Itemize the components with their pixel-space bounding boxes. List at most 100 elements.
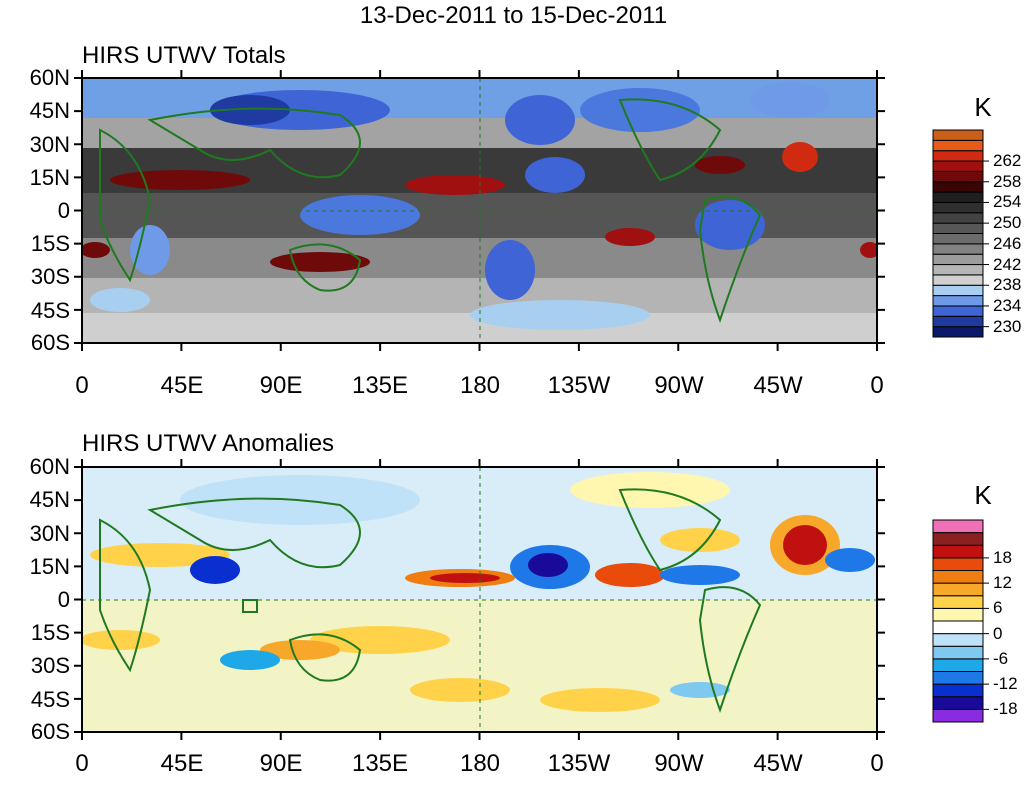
colorbar-segment — [932, 284, 984, 297]
colorbar-label: -6 — [993, 648, 1009, 668]
colorbar-segment — [932, 253, 984, 266]
lon-label: 45E — [160, 750, 204, 777]
colorbar-segment — [932, 315, 984, 328]
colorbar-segment — [932, 181, 984, 193]
lat-label: 45N — [29, 98, 70, 123]
lat-label: 45S — [30, 687, 70, 712]
lat-label: 45N — [29, 487, 70, 512]
totals-colorbar — [932, 129, 989, 338]
colorbar-segment — [932, 696, 984, 710]
lat-label: 0 — [57, 587, 70, 612]
colorbar-label: 250 — [993, 213, 1022, 233]
colorbar-segment — [932, 708, 984, 723]
colorbar-segment — [932, 570, 984, 584]
colorbar-segment — [932, 139, 984, 152]
colorbar-label: 6 — [993, 598, 1003, 618]
anomalies-field — [82, 467, 877, 732]
lat-label: 15N — [29, 554, 70, 579]
totals-field — [82, 78, 877, 343]
colorbar-segment — [932, 595, 984, 609]
colorbar-segment — [932, 633, 984, 647]
colorbar-label: 234 — [993, 295, 1022, 315]
colorbar-segment — [932, 150, 984, 162]
lon-label: 180 — [459, 372, 501, 399]
lat-label: 60S — [30, 719, 70, 744]
lat-label: 15S — [30, 620, 70, 645]
colorbar-segment — [932, 658, 984, 672]
colorbar-label: 258 — [993, 171, 1022, 191]
main-title: 13-Dec-2011 to 15-Dec-2011 — [359, 2, 668, 29]
lon-label: 0 — [75, 750, 89, 777]
colorbar-segment — [932, 233, 984, 245]
totals-tick-marks — [74, 70, 885, 351]
lat-label: 60N — [29, 454, 70, 479]
colorbar-segment — [932, 129, 984, 141]
lon-label: 0 — [870, 372, 884, 399]
colorbar-segment — [932, 326, 984, 338]
colorbar-segment — [932, 212, 984, 224]
colorbar-segment — [932, 519, 984, 534]
colorbar-segment — [932, 264, 984, 276]
lon-label: 0 — [870, 750, 884, 777]
panel-title-anomalies: HIRS UTWV Anomalies — [82, 430, 335, 457]
colorbar-segment — [932, 222, 984, 234]
colorbar-segment — [932, 532, 984, 546]
anomalies-colorbar-unit: K — [974, 480, 992, 510]
colorbar-segment — [932, 191, 984, 203]
panel-title-totals: HIRS UTWV Totals — [82, 42, 286, 69]
colorbar-label: 246 — [993, 233, 1022, 253]
colorbar-label: 18 — [993, 547, 1012, 567]
lon-label: 45W — [753, 750, 803, 777]
colorbar-segment — [932, 620, 984, 635]
colorbar-segment — [932, 645, 984, 660]
lon-label: 180 — [459, 750, 501, 777]
colorbar-label: 262 — [993, 151, 1022, 171]
colorbar-label: -18 — [993, 699, 1018, 719]
colorbar-segment — [932, 305, 984, 317]
colorbar-label: 254 — [993, 192, 1022, 212]
lat-label: 60S — [30, 330, 70, 355]
lon-label: 135W — [547, 372, 611, 399]
colorbar-label: -12 — [993, 674, 1018, 694]
colorbar-segment — [932, 683, 984, 698]
colorbar-segment — [932, 170, 984, 183]
colorbar-label: 230 — [993, 316, 1022, 336]
lon-label: 90E — [259, 750, 303, 777]
colorbar-label: 242 — [993, 254, 1022, 274]
colorbar-segment — [932, 295, 984, 307]
lon-label: 0 — [75, 372, 89, 399]
colorbar-label: 12 — [993, 573, 1012, 593]
lon-label: 135E — [351, 372, 409, 399]
colorbar-segment — [932, 274, 984, 286]
colorbar-label: 238 — [993, 275, 1022, 295]
lat-label: 30S — [30, 264, 70, 289]
lat-label: 45S — [30, 298, 70, 323]
colorbar-segment — [932, 557, 984, 571]
anomalies-tick-marks — [74, 459, 885, 740]
totals-colorbar-unit: K — [974, 92, 992, 122]
colorbar-segment — [932, 671, 984, 685]
lon-label: 135W — [547, 750, 611, 777]
colorbar-segment — [932, 243, 984, 255]
colorbar-segment — [932, 160, 984, 172]
anomalies-colorbar — [932, 519, 989, 723]
colorbar-segment — [932, 544, 984, 559]
lat-label: 15S — [30, 231, 70, 256]
lon-label: 45W — [753, 372, 803, 399]
lat-label: 0 — [57, 198, 70, 223]
lon-label: 90E — [259, 372, 303, 399]
lat-label: 15N — [29, 165, 70, 190]
lat-label: 60N — [29, 65, 70, 90]
colorbar-label: 0 — [993, 623, 1003, 643]
lon-label: 90W — [654, 372, 704, 399]
lon-label: 135E — [351, 750, 409, 777]
colorbar-segment — [932, 201, 984, 214]
lat-label: 30N — [29, 521, 70, 546]
lat-label: 30N — [29, 132, 70, 157]
lat-label: 30S — [30, 653, 70, 678]
colorbar-segment — [932, 607, 984, 622]
lon-label: 90W — [654, 750, 704, 777]
lon-label: 45E — [160, 372, 204, 399]
colorbar-segment — [932, 582, 984, 597]
